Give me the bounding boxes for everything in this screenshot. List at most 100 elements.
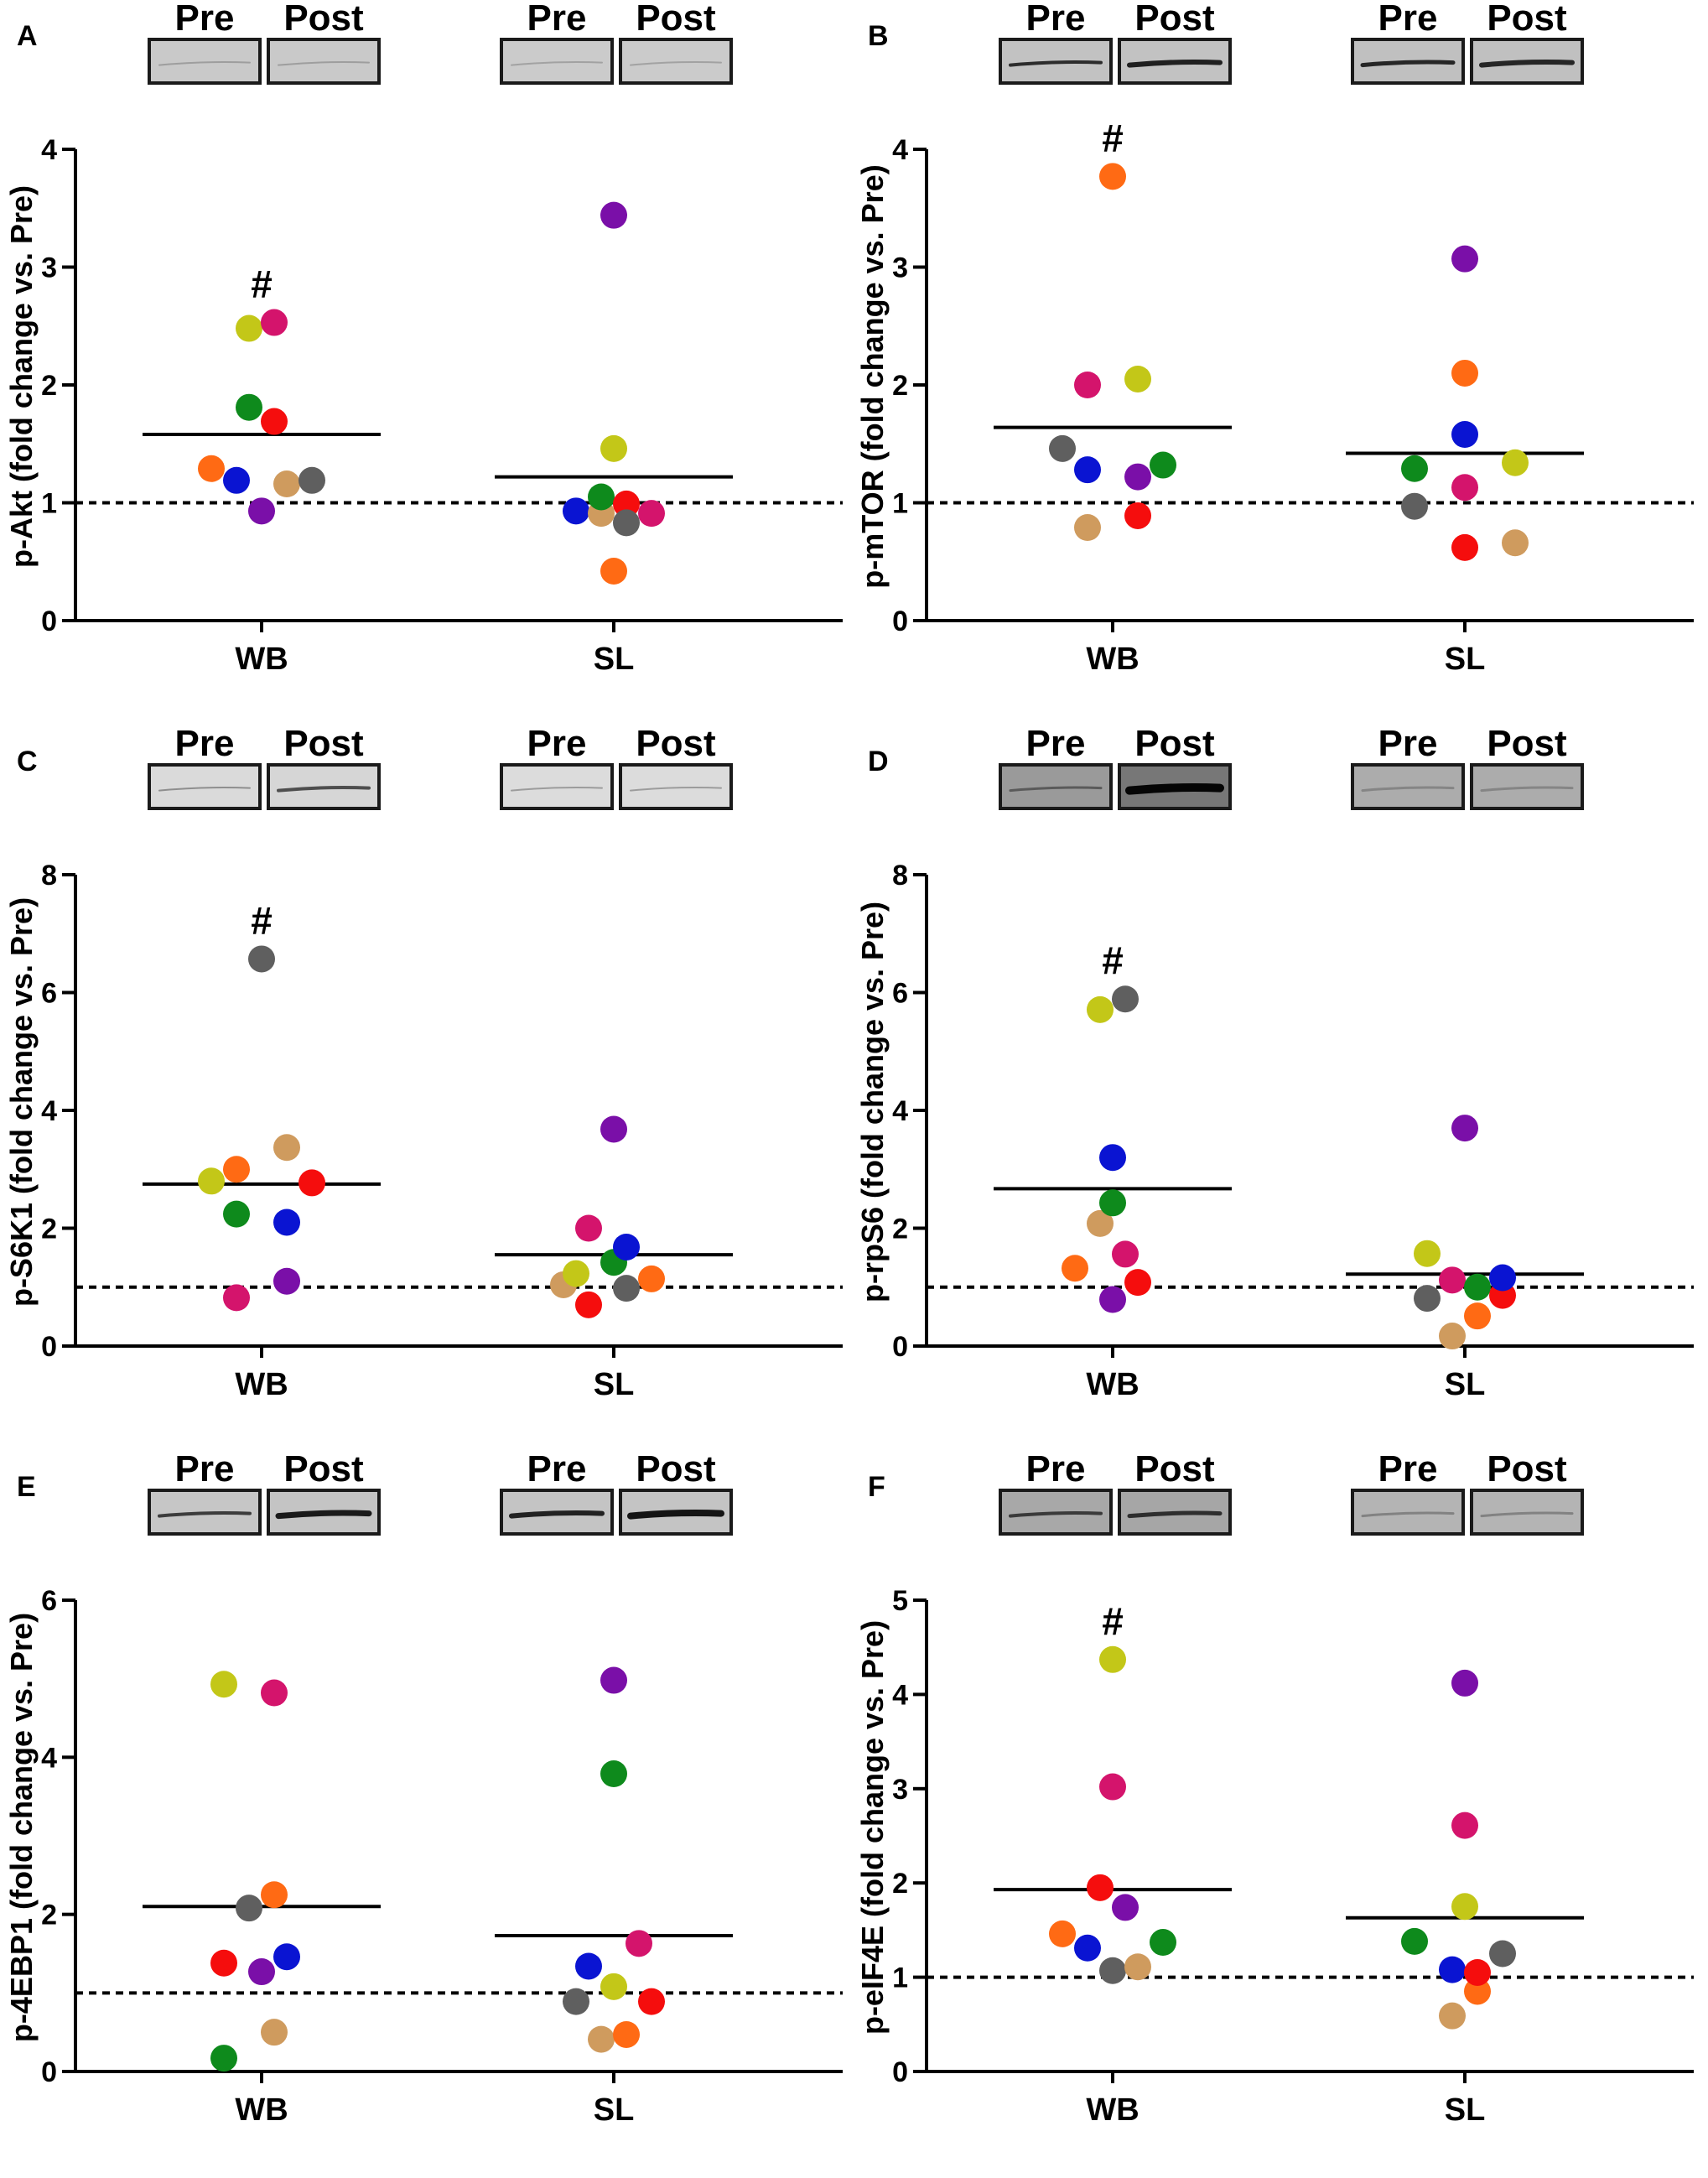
data-point-SL-orange bbox=[1464, 1302, 1491, 1330]
data-point-WB-purple bbox=[1124, 463, 1151, 491]
blot-label-pre: Pre bbox=[1378, 723, 1438, 764]
y-tick-label: 2 bbox=[892, 370, 908, 402]
data-point-WB-purple bbox=[248, 497, 275, 525]
data-point-SL-purple bbox=[600, 201, 627, 229]
data-point-SL-blue bbox=[1451, 421, 1478, 449]
blot-band bbox=[158, 1511, 252, 1518]
blot-label-post: Post bbox=[1134, 1448, 1215, 1489]
data-point-SL-gray bbox=[1401, 492, 1428, 520]
y-tick-label: 3 bbox=[41, 252, 57, 284]
blot-band bbox=[1479, 60, 1575, 68]
blot-label-post: Post bbox=[283, 723, 364, 764]
chart-D: D Pre Post Pre Post 0 2 4 6 8p-rpS6 (fold change … bbox=[855, 723, 1694, 1402]
data-point-SL-magenta bbox=[638, 500, 665, 528]
data-point-WB-yellow bbox=[1099, 1645, 1126, 1673]
blot-band bbox=[630, 787, 722, 792]
significance-marker: # bbox=[251, 898, 273, 942]
blot-band bbox=[275, 1510, 372, 1520]
data-point-SL-blue bbox=[1439, 1956, 1466, 1983]
blot-label-pre: Pre bbox=[527, 0, 587, 39]
y-tick-label: 4 bbox=[892, 1679, 908, 1711]
data-point-WB-gray bbox=[236, 1895, 262, 1922]
data-point-WB-green bbox=[223, 1200, 250, 1228]
data-point-SL-gray bbox=[1414, 1285, 1441, 1313]
blot-band bbox=[1009, 60, 1103, 67]
data-point-SL-purple bbox=[1451, 1669, 1478, 1697]
y-tick-label: 8 bbox=[41, 860, 57, 891]
x-tick-label: WB bbox=[1086, 2092, 1139, 2128]
chart-C: C Pre Post Pre Post 0 2 4 6 8p-S6K1 (fold change … bbox=[4, 723, 843, 1402]
blot-label-pre: Pre bbox=[1026, 0, 1086, 39]
data-point-SL-tan bbox=[1502, 529, 1529, 557]
data-point-SL-orange bbox=[638, 1265, 665, 1292]
blot-label-pre: Pre bbox=[175, 723, 235, 764]
blot-band bbox=[158, 61, 251, 66]
y-tick-label: 4 bbox=[41, 1742, 57, 1774]
data-point-SL-blue bbox=[1489, 1264, 1516, 1292]
data-point-WB-red bbox=[299, 1169, 325, 1197]
blot-label-pre: Pre bbox=[527, 723, 587, 764]
data-point-WB-orange bbox=[198, 455, 225, 482]
data-point-WB-red bbox=[261, 408, 288, 435]
significance-marker: # bbox=[1102, 1599, 1124, 1643]
y-tick-label: 6 bbox=[41, 1585, 57, 1617]
data-point-SL-orange bbox=[1451, 359, 1478, 387]
data-point-WB-magenta bbox=[261, 309, 288, 336]
y-tick-label: 2 bbox=[41, 1214, 57, 1245]
data-point-SL-magenta bbox=[1451, 1812, 1478, 1839]
significance-marker: # bbox=[1102, 938, 1124, 982]
blot-band bbox=[1125, 783, 1224, 795]
data-point-WB-orange bbox=[1049, 1920, 1076, 1947]
data-point-SL-tan bbox=[1439, 2002, 1466, 2030]
data-point-SL-magenta bbox=[626, 1930, 652, 1957]
significance-marker: # bbox=[251, 263, 273, 306]
y-tick-label: 4 bbox=[41, 134, 57, 166]
panel-letter: B bbox=[868, 20, 889, 52]
data-point-WB-tan bbox=[1074, 514, 1101, 542]
y-axis-label: p-rpS6 (fold change vs. Pre) bbox=[855, 902, 890, 1302]
data-point-WB-purple bbox=[1099, 1286, 1126, 1313]
blot-label-post: Post bbox=[1134, 0, 1215, 39]
data-point-WB-yellow bbox=[1087, 995, 1114, 1023]
data-point-WB-orange bbox=[261, 1881, 288, 1909]
western-blot-pre-WB bbox=[148, 38, 262, 85]
data-point-SL-purple bbox=[600, 1666, 627, 1694]
western-blot-post-WB bbox=[267, 38, 381, 85]
data-point-SL-gray bbox=[1489, 1940, 1516, 1967]
y-tick-label: 0 bbox=[892, 606, 908, 637]
data-point-SL-red bbox=[613, 490, 640, 517]
data-point-WB-yellow bbox=[236, 314, 262, 342]
data-point-SL-yellow bbox=[1414, 1240, 1441, 1267]
data-point-SL-orange bbox=[600, 557, 627, 585]
y-tick-label: 1 bbox=[892, 488, 908, 520]
y-tick-label: 0 bbox=[41, 606, 57, 637]
data-point-WB-green bbox=[210, 2045, 237, 2072]
data-point-WB-green bbox=[236, 393, 262, 421]
y-tick-label: 2 bbox=[892, 1214, 908, 1245]
data-point-SL-magenta bbox=[1451, 474, 1478, 502]
data-point-SL-purple bbox=[1451, 1115, 1478, 1142]
blot-band bbox=[1361, 1511, 1455, 1518]
x-tick-label: WB bbox=[235, 1367, 288, 1402]
panel-letter: C bbox=[17, 746, 38, 777]
data-point-SL-yellow bbox=[563, 1260, 589, 1287]
x-tick-label: WB bbox=[1086, 642, 1139, 677]
blot-band bbox=[1360, 60, 1456, 68]
data-point-SL-gray bbox=[613, 1275, 640, 1302]
data-point-WB-yellow bbox=[1124, 365, 1151, 392]
data-point-SL-gray bbox=[563, 1988, 589, 2015]
y-tick-label: 0 bbox=[892, 1331, 908, 1363]
data-point-WB-blue bbox=[1099, 1144, 1126, 1172]
x-tick-label: SL bbox=[1445, 642, 1486, 677]
blot-label-post: Post bbox=[283, 1448, 364, 1489]
data-point-SL-green bbox=[1464, 1273, 1491, 1301]
data-point-WB-magenta bbox=[223, 1284, 250, 1312]
panel-E: E Pre Post Pre Post 0 2 4 6 p-4EBP1 (fold change … bbox=[0, 1448, 851, 2176]
data-point-SL-yellow bbox=[1451, 1893, 1478, 1921]
data-point-WB-tan bbox=[1087, 1209, 1114, 1237]
panel-D: D Pre Post Pre Post 0 2 4 6 8 p-rpS6 (fold change … bbox=[851, 723, 1702, 1451]
blot-band bbox=[511, 787, 603, 792]
data-point-WB-blue bbox=[1074, 456, 1101, 484]
y-tick-label: 2 bbox=[41, 1900, 57, 1931]
data-point-WB-red bbox=[1124, 1269, 1151, 1297]
